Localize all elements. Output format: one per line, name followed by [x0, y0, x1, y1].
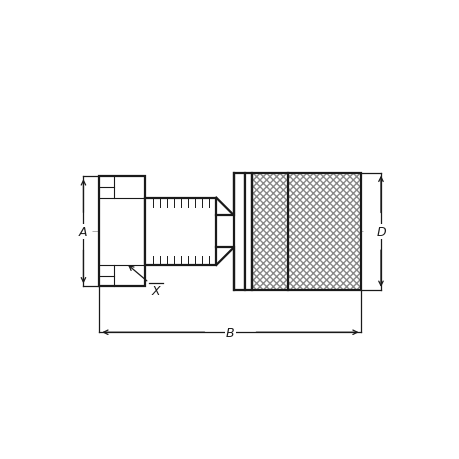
Text: B: B	[226, 326, 234, 339]
Bar	[251, 174, 361, 290]
Bar	[234, 174, 244, 290]
Bar	[251, 174, 361, 290]
Bar	[244, 174, 251, 290]
Bar	[216, 216, 234, 248]
Bar	[251, 174, 361, 290]
Text: D: D	[375, 225, 385, 238]
Bar	[99, 177, 145, 286]
Text: X: X	[151, 285, 160, 298]
Bar	[145, 198, 216, 265]
Text: A: A	[78, 225, 87, 238]
